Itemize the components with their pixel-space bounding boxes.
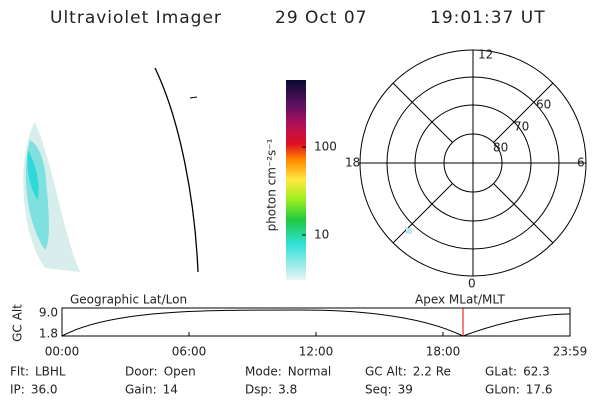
x-label: 12:00 (299, 345, 334, 359)
field-value: Open (164, 365, 196, 379)
x-label: 06:00 (172, 345, 207, 359)
field-label: IP: (10, 383, 25, 397)
colorbar: 100 10 photon cm⁻²s⁻¹ (265, 80, 337, 280)
mlt-label: 6 (577, 156, 585, 170)
lat-label: 60 (536, 98, 551, 112)
polar-plot (359, 49, 587, 277)
field-value: 62.3 (523, 365, 550, 379)
date: 29 Oct 07 (275, 8, 367, 28)
x-label: 23:59 (553, 345, 588, 359)
mlt-label: 0 (468, 277, 476, 291)
lat-label: 70 (514, 120, 529, 134)
polar-labels: 12 18 6 0 60 70 80 (345, 48, 585, 291)
axis-label: GC Alt (11, 304, 25, 342)
timeline-title: Geographic Lat/Lon (70, 293, 187, 307)
spoke (493, 183, 554, 244)
x-label: 00:00 (45, 345, 80, 359)
field-value: 14 (163, 383, 178, 397)
timeline-title: Apex MLat/MLT (415, 293, 505, 307)
field-label: Door: (125, 365, 158, 379)
speck (406, 228, 412, 234)
field-value: LBHL (35, 365, 66, 379)
lat-label: 80 (493, 141, 508, 155)
spoke (392, 183, 453, 244)
timeline-box (61, 307, 571, 337)
field-value: 36.0 (31, 383, 58, 397)
field-label: Mode: (245, 365, 282, 379)
image (23, 67, 199, 273)
colorbar-tick: 100 (314, 140, 337, 154)
mlt-label: 12 (478, 48, 493, 62)
field-value: 39 (398, 383, 413, 397)
colorbar-label: photon cm⁻²s⁻¹ (265, 138, 279, 231)
field-label: Seq: (365, 383, 392, 397)
mlt-label: 18 (345, 156, 360, 170)
y-label: 9.0 (39, 306, 58, 320)
altitude-curve (61, 309, 571, 337)
spoke (493, 82, 554, 143)
colorbar-scale (286, 80, 306, 280)
field-value: 17.6 (526, 383, 553, 397)
timeline: Geographic Lat/Lon Apex MLat/MLT GC Alt … (11, 293, 588, 359)
field-label: GC Alt: (365, 365, 407, 379)
speck (189, 96, 198, 99)
field-label: GLon: (485, 383, 520, 397)
header: Ultraviolet Imager 29 Oct 07 19:01:37 UT (50, 8, 546, 28)
x-labels: 00:00 06:00 12:00 18:00 23:59 (45, 332, 588, 359)
field-label: Gain: (125, 383, 157, 397)
aurora-bright (27, 150, 39, 200)
field-label: GLat: (485, 365, 517, 379)
field-label: Dsp: (245, 383, 272, 397)
x-label: 18:00 (426, 345, 461, 359)
y-label: 1.8 (39, 327, 58, 341)
footer: Flt: LBHL Door: Open Mode: Normal GC Alt: 2.2 R… (10, 365, 552, 397)
instrument: Ultraviolet Imager (50, 8, 222, 28)
spoke (392, 82, 453, 143)
field-label: Flt: (10, 365, 29, 379)
field-value: 2.2 Re (413, 365, 451, 379)
limb (154, 67, 199, 273)
time: 19:01:37 UT (430, 8, 546, 28)
field-value: 3.8 (278, 383, 297, 397)
colorbar-tick: 10 (314, 228, 329, 242)
field-value: Normal (288, 365, 331, 379)
